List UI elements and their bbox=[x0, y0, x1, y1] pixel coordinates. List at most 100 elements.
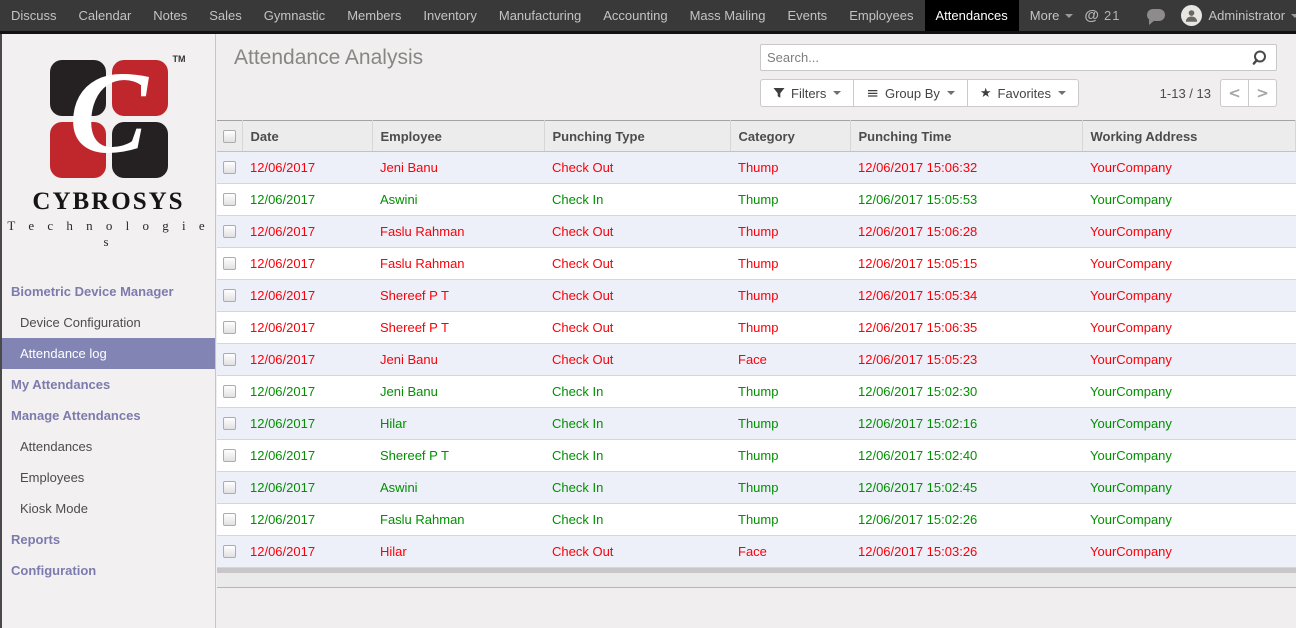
group-by-button[interactable]: ≡ Group By bbox=[853, 79, 968, 107]
nav-item-members[interactable]: Members bbox=[347, 8, 402, 23]
logo-square-bottom-right bbox=[111, 122, 168, 178]
cell-working-address: YourCompany bbox=[1082, 375, 1296, 408]
cell-punching-time: 12/06/2017 15:02:45 bbox=[850, 471, 1082, 504]
messages-icon[interactable] bbox=[1146, 8, 1165, 25]
search-input[interactable] bbox=[761, 45, 1276, 70]
column-header-date[interactable]: Date bbox=[242, 120, 373, 152]
table-row[interactable]: 12/06/2017 Hilar Check Out Face 12/06/2017 1… bbox=[217, 535, 1296, 568]
table-row[interactable]: 12/06/2017 Jeni Banu Check Out Thump 12/06/2… bbox=[217, 151, 1296, 184]
cell-punching-time: 12/06/2017 15:02:30 bbox=[850, 375, 1082, 408]
nav-item-more[interactable]: More bbox=[1019, 0, 1085, 31]
nav-item-accounting[interactable]: Accounting bbox=[603, 8, 668, 23]
table-row[interactable]: 12/06/2017 Shereef P T Check Out Thump 12/06… bbox=[217, 311, 1296, 344]
favorites-button[interactable]: ★ Favorites bbox=[966, 79, 1080, 107]
sidebar-section-configuration[interactable]: Configuration bbox=[11, 563, 97, 578]
row-checkbox-cell bbox=[217, 247, 242, 280]
nav-item-inventory[interactable]: Inventory bbox=[423, 8, 477, 23]
table-row[interactable]: 12/06/2017 Faslu Rahman Check In Thump 12/06… bbox=[217, 503, 1296, 536]
nav-item-calendar[interactable]: Calendar bbox=[78, 8, 132, 23]
nav-item-sales[interactable]: Sales bbox=[209, 8, 242, 23]
row-checkbox[interactable] bbox=[223, 449, 236, 462]
chevron-down-icon bbox=[946, 91, 955, 95]
nav-item-discuss[interactable]: Discuss bbox=[11, 8, 57, 23]
sidebar-item-employees[interactable]: Employees bbox=[20, 470, 85, 485]
row-checkbox[interactable] bbox=[223, 321, 236, 334]
cell-category: Thump bbox=[730, 151, 850, 184]
pager-previous-button[interactable]: < bbox=[1220, 79, 1249, 107]
nav-item-notes[interactable]: Notes bbox=[153, 8, 188, 23]
table-row[interactable]: 12/06/2017 Aswini Check In Thump 12/06/2017 … bbox=[217, 183, 1296, 216]
search-icon[interactable] bbox=[1252, 49, 1270, 72]
user-name: Administrator bbox=[1208, 8, 1286, 23]
cell-working-address: YourCompany bbox=[1082, 279, 1296, 312]
mention-count: 21 bbox=[1104, 8, 1121, 23]
cell-punching-type: Check Out bbox=[544, 279, 730, 312]
cell-punching-type: Check Out bbox=[544, 247, 730, 280]
row-checkbox[interactable] bbox=[223, 417, 236, 430]
cell-employee: Faslu Rahman bbox=[372, 247, 544, 280]
sidebar-item-attendances[interactable]: Attendances bbox=[20, 439, 93, 454]
search-options-group: Filters ≡ Group By ★ Favorites bbox=[760, 79, 1080, 107]
column-header-punching-type[interactable]: Punching Type bbox=[544, 120, 731, 152]
sidebar-section-biometric-device-manager[interactable]: Biometric Device Manager bbox=[11, 284, 174, 299]
table-row[interactable]: 12/06/2017 Faslu Rahman Check Out Thump 12/0… bbox=[217, 247, 1296, 280]
logo-square-bottom-left bbox=[49, 122, 106, 178]
avatar[interactable] bbox=[1180, 5, 1202, 26]
table-body: 12/06/2017 Jeni Banu Check Out Thump 12/06/2… bbox=[217, 151, 1296, 568]
group-by-bars-icon: ≡ bbox=[866, 83, 879, 102]
column-header-working-address[interactable]: Working Address bbox=[1082, 120, 1296, 152]
row-checkbox-cell bbox=[217, 183, 242, 216]
row-checkbox[interactable] bbox=[223, 513, 236, 526]
user-menu[interactable]: Administrator bbox=[1209, 8, 1296, 23]
cell-working-address: YourCompany bbox=[1082, 535, 1296, 568]
row-checkbox[interactable] bbox=[223, 481, 236, 494]
table-row[interactable]: 12/06/2017 Faslu Rahman Check Out Thump 12/0… bbox=[217, 215, 1296, 248]
nav-items: Discuss Calendar Notes Sales Gymnastic Member… bbox=[0, 0, 1084, 31]
row-checkbox[interactable] bbox=[223, 257, 236, 270]
row-checkbox[interactable] bbox=[223, 289, 236, 302]
row-checkbox-cell bbox=[217, 375, 242, 408]
sidebar-item-device-configuration[interactable]: Device Configuration bbox=[20, 315, 141, 330]
cell-working-address: YourCompany bbox=[1082, 215, 1296, 248]
cell-punching-type: Check In bbox=[544, 183, 730, 216]
column-header-employee[interactable]: Employee bbox=[372, 120, 545, 152]
sidebar-section-my-attendances[interactable]: My Attendances bbox=[11, 377, 111, 392]
row-checkbox[interactable] bbox=[223, 385, 236, 398]
nav-item-mass-mailing[interactable]: Mass Mailing bbox=[689, 8, 766, 23]
table-row[interactable]: 12/06/2017 Shereef P T Check In Thump 12/06/… bbox=[217, 439, 1296, 472]
select-all-checkbox[interactable] bbox=[223, 129, 236, 143]
sidebar-section-manage-attendances[interactable]: Manage Attendances bbox=[11, 408, 141, 423]
cell-punching-time: 12/06/2017 15:05:23 bbox=[850, 343, 1082, 376]
row-checkbox[interactable] bbox=[223, 161, 236, 174]
chevron-down-icon bbox=[833, 91, 842, 95]
search-zone: Filters ≡ Group By ★ Favorites bbox=[760, 44, 1277, 107]
sidebar-section-reports[interactable]: Reports bbox=[11, 532, 61, 547]
row-checkbox[interactable] bbox=[223, 225, 236, 238]
sidebar-item-kiosk-mode[interactable]: Kiosk Mode bbox=[20, 501, 88, 516]
nav-item-employees[interactable]: Employees bbox=[849, 8, 914, 23]
nav-item-gymnastic[interactable]: Gymnastic bbox=[263, 8, 326, 23]
table-row[interactable]: 12/06/2017 Jeni Banu Check In Thump 12/06/20… bbox=[217, 375, 1296, 408]
table-row[interactable]: 12/06/2017 Aswini Check In Thump 12/06/2017 … bbox=[217, 471, 1296, 504]
row-checkbox[interactable] bbox=[223, 193, 236, 206]
column-header-category[interactable]: Category bbox=[730, 120, 851, 152]
row-checkbox[interactable] bbox=[223, 353, 236, 366]
column-header-punching-time[interactable]: Punching Time bbox=[850, 120, 1083, 152]
table-row[interactable]: 12/06/2017 Jeni Banu Check Out Face 12/06/20… bbox=[217, 343, 1296, 376]
cell-punching-time: 12/06/2017 15:05:15 bbox=[850, 247, 1082, 280]
row-checkbox[interactable] bbox=[223, 545, 236, 558]
horizontal-scrollbar[interactable] bbox=[217, 568, 1296, 573]
filters-label: Filters bbox=[791, 85, 827, 101]
cell-employee: Jeni Banu bbox=[372, 343, 544, 376]
sidebar-item-attendance-log[interactable]: Attendance log bbox=[2, 338, 215, 369]
pager-next-button[interactable]: > bbox=[1248, 79, 1277, 107]
nav-item-attendances[interactable]: Attendances bbox=[924, 0, 1019, 31]
filters-button[interactable]: Filters bbox=[760, 79, 855, 107]
table-row[interactable]: 12/06/2017 Shereef P T Check Out Thump 12/06… bbox=[217, 279, 1296, 312]
mention-counter[interactable]: @21 bbox=[1084, 7, 1120, 24]
nav-item-manufacturing[interactable]: Manufacturing bbox=[498, 8, 582, 23]
cell-working-address: YourCompany bbox=[1082, 247, 1296, 280]
table-row[interactable]: 12/06/2017 Hilar Check In Thump 12/06/2017 1… bbox=[217, 407, 1296, 440]
cell-employee: Hilar bbox=[372, 407, 544, 440]
nav-item-events[interactable]: Events bbox=[787, 8, 828, 23]
